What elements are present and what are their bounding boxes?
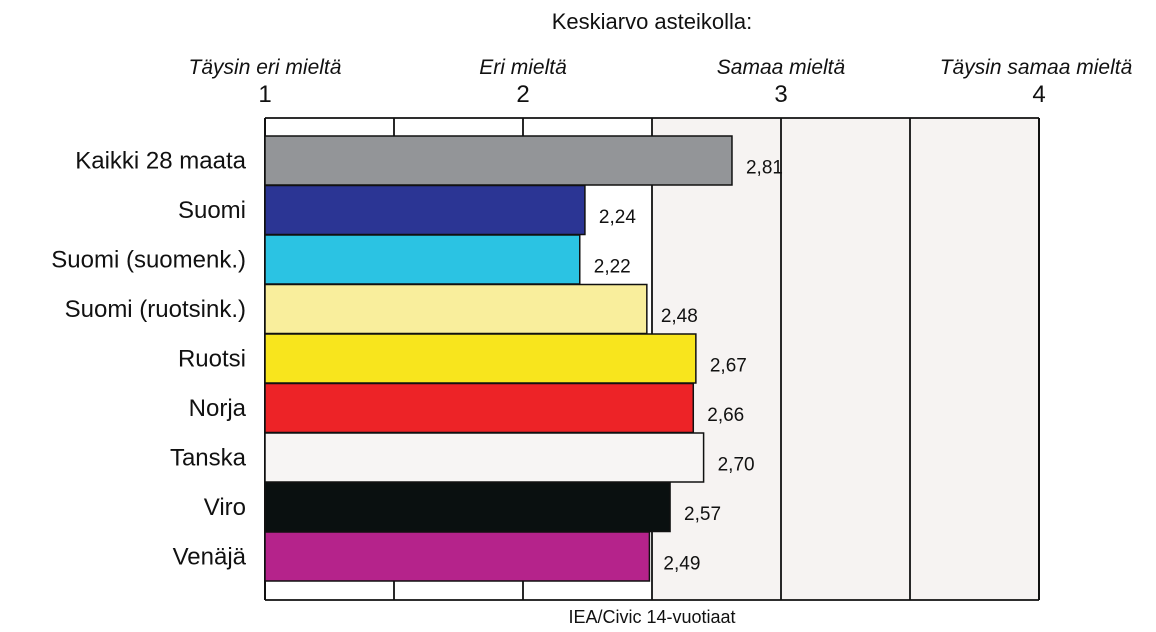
scale-label-2: Eri mieltä — [479, 56, 567, 79]
bar-8 — [264, 481, 671, 533]
value-label-9: 2,49 — [663, 554, 700, 575]
scale-label-4: Täysin samaa mieltä — [940, 56, 1133, 79]
value-label-3: 2,22 — [594, 257, 631, 278]
scale-label-1: Täysin eri mieltä — [189, 56, 342, 79]
category-label-7: Tanska — [170, 445, 247, 472]
chart-title: Keskiarvo asteikolla: — [552, 9, 753, 34]
tick-label-3: 3 — [774, 81, 787, 108]
bar-1 — [264, 135, 733, 186]
tick-label-1: 1 — [258, 81, 271, 108]
category-label-1: Kaikki 28 maata — [75, 148, 246, 175]
bar-7 — [264, 432, 705, 483]
value-label-5: 2,67 — [710, 356, 747, 377]
bar-2 — [264, 184, 586, 236]
category-label-9: Venäjä — [173, 544, 247, 571]
value-label-8: 2,57 — [684, 504, 721, 525]
scale-label-3: Samaa mieltä — [717, 56, 846, 79]
plot-background — [652, 118, 1039, 600]
category-label-2: Suomi — [178, 197, 246, 224]
bar-9 — [264, 531, 651, 582]
source-label: IEA/Civic 14-vuotiaat — [568, 607, 735, 627]
category-label-4: Suomi (ruotsink.) — [65, 296, 246, 323]
value-label-6: 2,66 — [707, 405, 744, 426]
bar-4 — [264, 283, 648, 335]
value-label-7: 2,70 — [718, 455, 755, 476]
bar-3 — [264, 234, 581, 285]
category-label-8: Viro — [204, 494, 246, 521]
tick-label-4: 4 — [1032, 81, 1045, 108]
bar-6 — [264, 382, 695, 434]
value-label-1: 2,81 — [746, 158, 783, 179]
category-label-6: Norja — [189, 395, 247, 422]
category-label-5: Ruotsi — [178, 346, 246, 373]
category-label-3: Suomi (suomenk.) — [51, 247, 246, 274]
value-label-2: 2,24 — [599, 207, 636, 228]
bar-5 — [264, 333, 697, 384]
tick-label-2: 2 — [516, 81, 529, 108]
value-label-4: 2,48 — [661, 306, 698, 327]
